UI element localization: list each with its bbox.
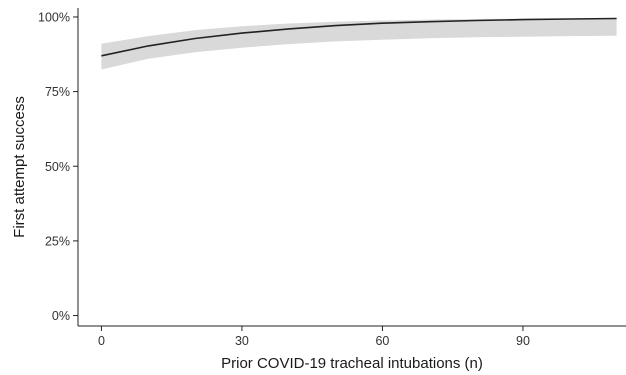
y-tick-label: 25% [45, 234, 70, 248]
y-tick-label: 75% [45, 85, 70, 99]
series-line [101, 17, 617, 57]
y-tick-label: 100% [38, 10, 70, 24]
x-tick-label: 0 [98, 334, 105, 348]
x-tick-label: 30 [235, 334, 249, 348]
x-tick-label: 90 [516, 334, 530, 348]
series-line-layer [101, 17, 617, 57]
confidence-band [101, 18, 617, 70]
y-axis-title: First attempt success [11, 96, 28, 238]
y-tick-label: 0% [52, 309, 70, 323]
x-axis-title: Prior COVID-19 tracheal intubations (n) [221, 355, 483, 372]
y-tick-label: 50% [45, 160, 70, 174]
axes [77, 8, 626, 327]
confidence-band-layer [101, 18, 617, 70]
x-tick-label: 60 [375, 334, 389, 348]
y-ticks: 0% 25% 50% 75% 100% [38, 10, 78, 323]
x-ticks: 0 30 60 90 [98, 326, 530, 348]
